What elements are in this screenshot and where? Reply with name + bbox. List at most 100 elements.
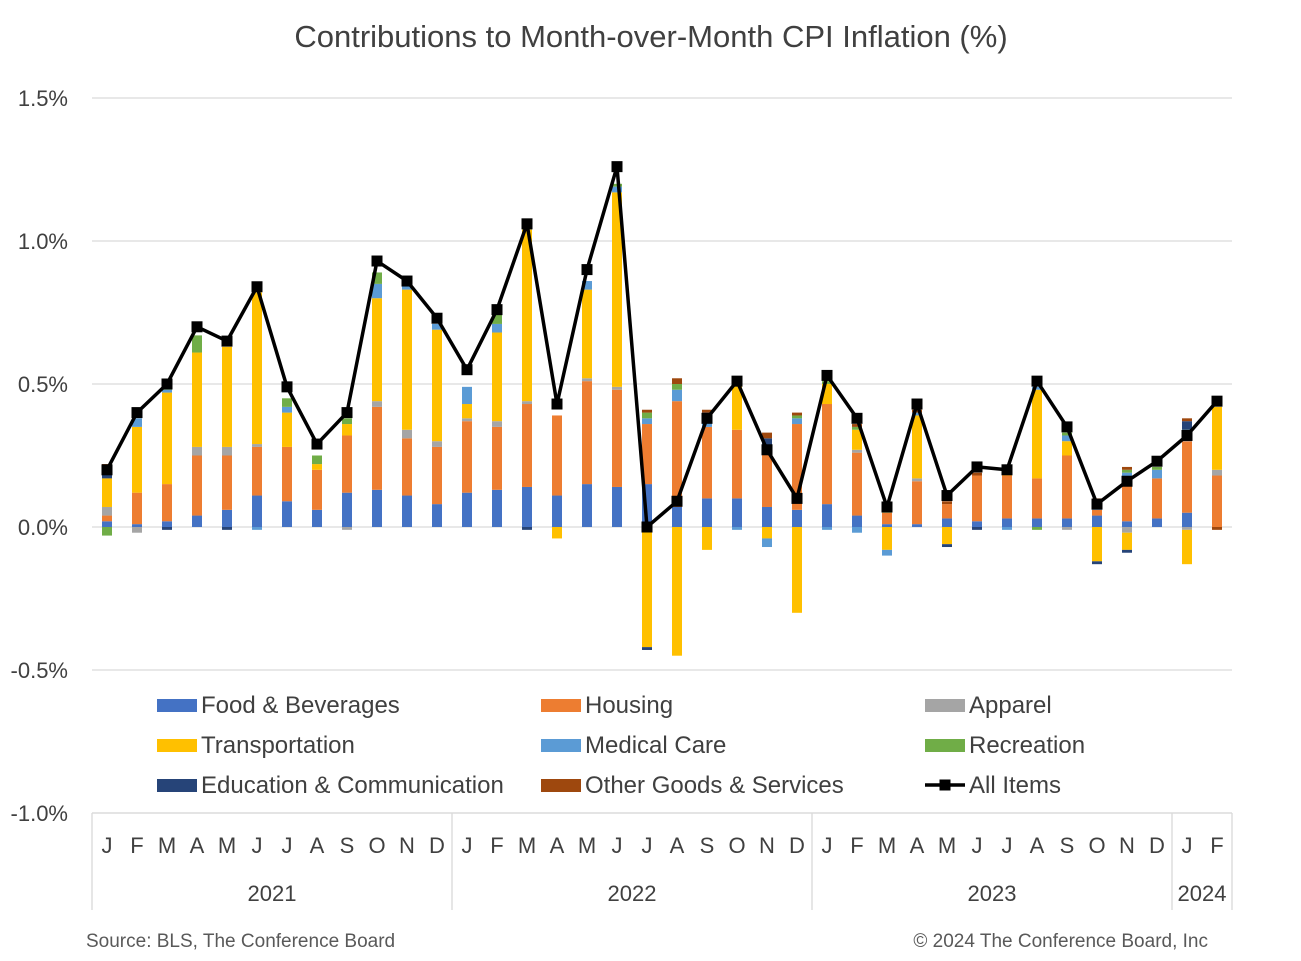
bar-education-and-communication — [762, 438, 772, 447]
legend-item-recreation: Recreation — [925, 732, 1085, 759]
bar-housing — [342, 435, 352, 493]
x-month-label: J — [642, 833, 653, 858]
x-month-label: J — [102, 833, 113, 858]
bar-other-goods-and-services — [1212, 527, 1222, 530]
legend-label: All Items — [969, 772, 1061, 799]
all-items-marker — [161, 378, 173, 390]
x-month-label: J — [1182, 833, 1193, 858]
bar-medical-care — [282, 406, 292, 413]
bar-transportation — [672, 527, 682, 656]
bar-food-and-beverages — [942, 518, 952, 527]
bar-other-goods-and-services — [702, 409, 712, 413]
bar-housing — [492, 426, 502, 490]
bar-other-goods-and-services — [942, 501, 952, 505]
bar-apparel — [132, 527, 142, 533]
bar-medical-care — [462, 386, 472, 405]
bar-transportation — [732, 384, 742, 430]
legend-item-transportation: Transportation — [157, 732, 355, 759]
all-items-marker — [191, 321, 203, 333]
x-month-label: F — [1210, 833, 1223, 858]
bar-food-and-beverages — [252, 495, 262, 527]
bar-housing — [672, 401, 682, 507]
bar-housing — [132, 492, 142, 525]
bar-housing — [462, 421, 472, 493]
legend-label: Food & Beverages — [201, 692, 400, 719]
y-tick-label: 0.0% — [18, 515, 68, 540]
bar-food-and-beverages — [432, 504, 442, 527]
bar-apparel — [432, 441, 442, 447]
bar-housing — [882, 512, 892, 525]
bar-transportation — [852, 429, 862, 450]
bar-recreation — [792, 415, 802, 419]
x-month-label: F — [130, 833, 143, 858]
bar-transportation — [1182, 529, 1192, 565]
bar-food-and-beverages — [642, 484, 652, 527]
all-items-marker — [641, 521, 653, 533]
bar-transportation — [1122, 532, 1132, 550]
bar-transportation — [792, 527, 802, 613]
legend-label: Education & Communication — [201, 772, 504, 799]
bar-food-and-beverages — [492, 489, 502, 527]
bar-apparel — [912, 478, 922, 482]
bar-medical-care — [672, 389, 682, 402]
x-month-label: M — [938, 833, 956, 858]
bar-education-and-communication — [1122, 549, 1132, 553]
all-items-marker — [1031, 375, 1043, 387]
bar-housing — [372, 406, 382, 490]
legend-swatch — [925, 739, 965, 752]
bar-housing — [912, 481, 922, 525]
bar-other-goods-and-services — [642, 409, 652, 413]
all-items-marker — [581, 264, 593, 276]
all-items-marker — [611, 161, 623, 173]
bar-food-and-beverages — [1002, 518, 1012, 527]
bar-food-and-beverages — [222, 509, 232, 527]
bar-transportation — [522, 229, 532, 402]
bar-transportation — [942, 527, 952, 545]
all-items-marker — [791, 492, 803, 504]
bar-medical-care — [492, 323, 502, 333]
bar-education-and-communication — [162, 527, 172, 530]
bar-recreation — [1152, 466, 1162, 470]
legend-swatch — [541, 739, 581, 752]
x-year-label: 2024 — [1178, 881, 1227, 906]
all-items-marker — [731, 375, 743, 387]
all-items-marker — [761, 444, 773, 456]
bar-housing — [1122, 481, 1132, 522]
bar-education-and-communication — [1092, 561, 1102, 565]
y-tick-label: 1.5% — [18, 86, 68, 111]
x-month-label: J — [282, 833, 293, 858]
all-items-marker — [1151, 455, 1163, 467]
x-month-label: J — [822, 833, 833, 858]
x-month-label: F — [490, 833, 503, 858]
all-items-marker — [101, 464, 113, 476]
all-items-marker — [671, 495, 683, 507]
bar-food-and-beverages — [192, 515, 202, 527]
bar-education-and-communication — [972, 527, 982, 530]
bar-transportation — [612, 192, 622, 387]
bar-medical-care — [132, 418, 142, 427]
all-items-marker — [1091, 498, 1103, 510]
bar-recreation — [192, 335, 202, 353]
bar-other-goods-and-services — [672, 378, 682, 384]
bar-food-and-beverages — [342, 492, 352, 527]
bar-housing — [732, 429, 742, 499]
bar-food-and-beverages — [852, 515, 862, 527]
bar-food-and-beverages — [402, 495, 412, 527]
x-month-label: S — [1060, 833, 1075, 858]
bar-housing — [312, 469, 322, 510]
x-month-label: D — [429, 833, 445, 858]
all-items-marker — [971, 461, 983, 473]
bar-recreation — [672, 384, 682, 390]
bar-medical-care — [912, 412, 922, 416]
bar-food-and-beverages — [1032, 518, 1042, 527]
legend-item-all-items: All Items — [925, 772, 1061, 799]
bar-housing — [102, 515, 112, 522]
bar-recreation — [642, 412, 652, 419]
legend-swatch — [157, 739, 197, 752]
bar-food-and-beverages — [732, 498, 742, 527]
bar-housing — [1062, 455, 1072, 519]
bar-housing — [192, 455, 202, 516]
all-items-marker — [821, 369, 833, 381]
